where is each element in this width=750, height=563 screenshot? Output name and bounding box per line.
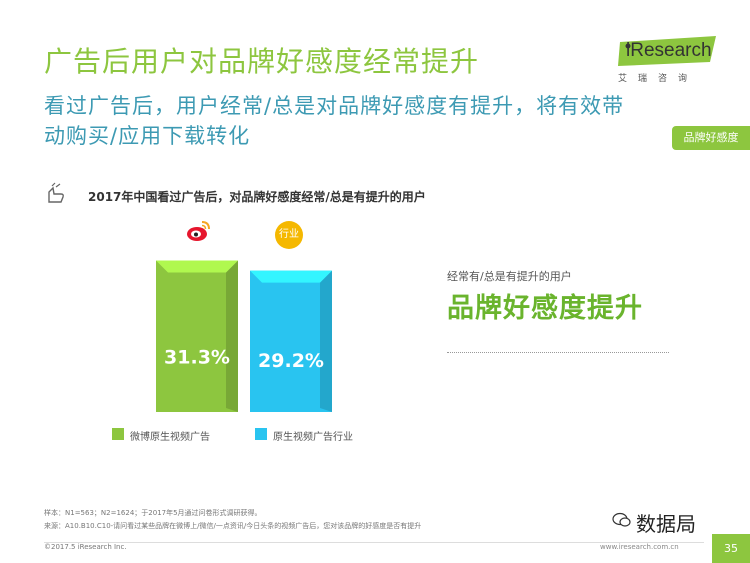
data-label-weibo: 31.3% bbox=[164, 347, 230, 369]
page-number: 35 bbox=[712, 534, 750, 563]
watermark-text: 数据局 bbox=[636, 512, 696, 536]
logo-text: iResearch bbox=[626, 40, 712, 61]
industry-badge: 行业 bbox=[275, 221, 303, 249]
bar-top-weibo bbox=[156, 260, 238, 273]
footnote-source: 来源：A10.B10.C10-请问看过某些品牌在微博上/微信/一点资讯/今日头条… bbox=[44, 522, 422, 530]
bar-weibo bbox=[156, 260, 238, 412]
logo-banner bbox=[618, 36, 716, 66]
logo-subtext: 艾瑞咨询 bbox=[618, 74, 699, 84]
insight-subtitle: 经常有/总是有提升的用户 bbox=[447, 270, 572, 283]
footer-divider bbox=[44, 542, 704, 543]
topic-tag: 品牌好感度 bbox=[672, 126, 750, 150]
bar-side-weibo bbox=[226, 260, 238, 412]
legend-swatch-industry bbox=[255, 428, 267, 440]
page-subtitle-line2: 动购买/应用下载转化 bbox=[44, 124, 251, 148]
bars-group bbox=[156, 260, 332, 412]
legend-label-weibo: 微博原生视频广告 bbox=[130, 432, 210, 443]
insight-divider bbox=[447, 352, 669, 353]
bar-industry bbox=[250, 270, 332, 412]
data-label-industry: 29.2% bbox=[258, 350, 324, 372]
page-subtitle-line1: 看过广告后，用户经常/总是对品牌好感度有提升，将有效带 bbox=[44, 94, 625, 118]
logo-dot bbox=[625, 43, 631, 49]
insight-headline: 品牌好感度提升 bbox=[447, 293, 643, 324]
wechat-icon bbox=[612, 512, 632, 528]
iresearch-logo: iResearch 艾瑞咨询 bbox=[612, 36, 716, 84]
site-url: www.iresearch.com.cn bbox=[600, 543, 679, 551]
chart-title: 2017年中国看过广告后，对品牌好感度经常/总是有提升的用户 bbox=[88, 190, 426, 204]
logo-graphic bbox=[618, 36, 716, 66]
legend-label-industry: 原生视频广告行业 bbox=[273, 432, 353, 443]
bar-top-industry bbox=[250, 270, 332, 283]
copyright: ©2017.5 iResearch Inc. bbox=[44, 543, 127, 551]
weibo-logo-icon bbox=[184, 217, 212, 245]
page-title: 广告后用户对品牌好感度经常提升 bbox=[44, 45, 480, 78]
hand-pointer-icon bbox=[44, 182, 68, 206]
bar-side-industry bbox=[320, 270, 332, 412]
legend-swatch-weibo bbox=[112, 428, 124, 440]
footnote-sample: 样本：N1=563；N2=1624；于2017年5月通过问卷形式调研获得。 bbox=[44, 509, 262, 517]
